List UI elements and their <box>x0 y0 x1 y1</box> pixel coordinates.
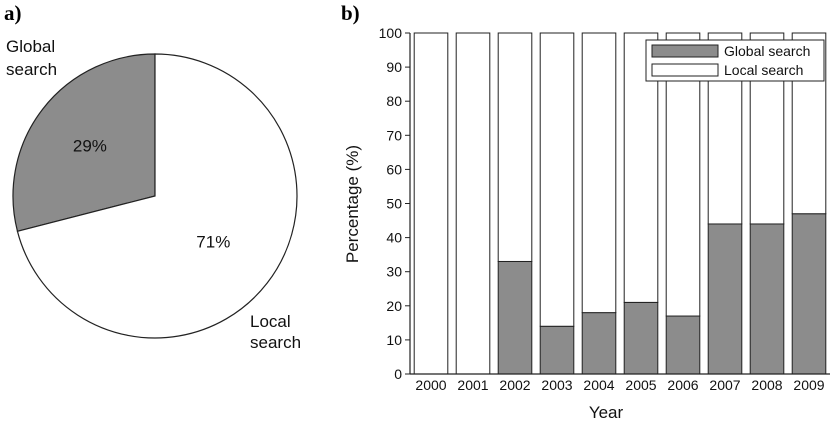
bar-local-2002 <box>497 32 533 262</box>
x-axis-title: Year <box>589 403 624 422</box>
bar-local-2003 <box>539 32 575 327</box>
legend-swatch-local <box>651 63 719 77</box>
y-tick-label-70: 70 <box>386 127 402 143</box>
legend: Global search Local search <box>645 39 825 82</box>
y-tick-label-30: 30 <box>386 264 402 280</box>
legend-label-global: Global search <box>724 43 810 59</box>
panel-a-label: a) <box>4 1 22 25</box>
y-tick-label-80: 80 <box>386 93 402 109</box>
x-tick-label-2007: 2007 <box>709 377 740 393</box>
pie-percent-label-global: 29% <box>73 137 107 156</box>
pie-outer-label-local-line1: Local <box>250 312 291 331</box>
pie-outer-label-local-line2: search <box>250 333 301 352</box>
bar-global-2003 <box>539 325 575 375</box>
bar-global-2006 <box>665 315 701 375</box>
y-tick-label-40: 40 <box>386 230 402 246</box>
bar-global-2009 <box>791 213 827 375</box>
y-tick-label-50: 50 <box>386 196 402 212</box>
pie-chart: 29% 71% <box>12 53 298 339</box>
bar-local-2000 <box>413 32 449 375</box>
pie-outer-label-global-line2: search <box>6 60 57 79</box>
bar-global-2002 <box>497 260 533 375</box>
pie-outer-label-global-line1: Global <box>6 37 55 56</box>
x-tick-label-2009: 2009 <box>793 377 824 393</box>
y-axis-title: Percentage (%) <box>343 145 362 263</box>
legend-label-local: Local search <box>724 62 803 78</box>
legend-swatch-global <box>651 44 719 58</box>
bar-chart: 2000 2001 2002 2003 2004 2005 2006 2007 2008 2009… <box>379 25 830 393</box>
bar-local-2004 <box>581 32 617 314</box>
x-tick-label-2000: 2000 <box>415 377 446 393</box>
pie-percent-label-local: 71% <box>196 232 230 251</box>
x-tick-label-2003: 2003 <box>541 377 572 393</box>
bar-global-2005 <box>623 301 659 375</box>
y-tick-label-0: 0 <box>394 366 402 382</box>
y-tick-label-60: 60 <box>386 161 402 177</box>
bar-global-2007 <box>707 223 743 375</box>
pie-slice-global <box>12 53 156 233</box>
y-tick-label-90: 90 <box>386 59 402 75</box>
x-tick-label-2001: 2001 <box>457 377 488 393</box>
x-tick-label-2008: 2008 <box>751 377 782 393</box>
bar-global-2004 <box>581 312 617 375</box>
x-tick-label-2004: 2004 <box>583 377 614 393</box>
pie-slice-local <box>16 53 298 339</box>
x-tick-label-2005: 2005 <box>625 377 656 393</box>
y-tick-label-10: 10 <box>386 332 402 348</box>
x-tick-label-2002: 2002 <box>499 377 530 393</box>
panel-b-label: b) <box>341 1 360 25</box>
bar-global-2008 <box>749 223 785 375</box>
y-tick-label-20: 20 <box>386 298 402 314</box>
y-tick-label-100: 100 <box>379 25 403 41</box>
x-tick-label-2006: 2006 <box>667 377 698 393</box>
bar-local-2001 <box>455 32 491 375</box>
